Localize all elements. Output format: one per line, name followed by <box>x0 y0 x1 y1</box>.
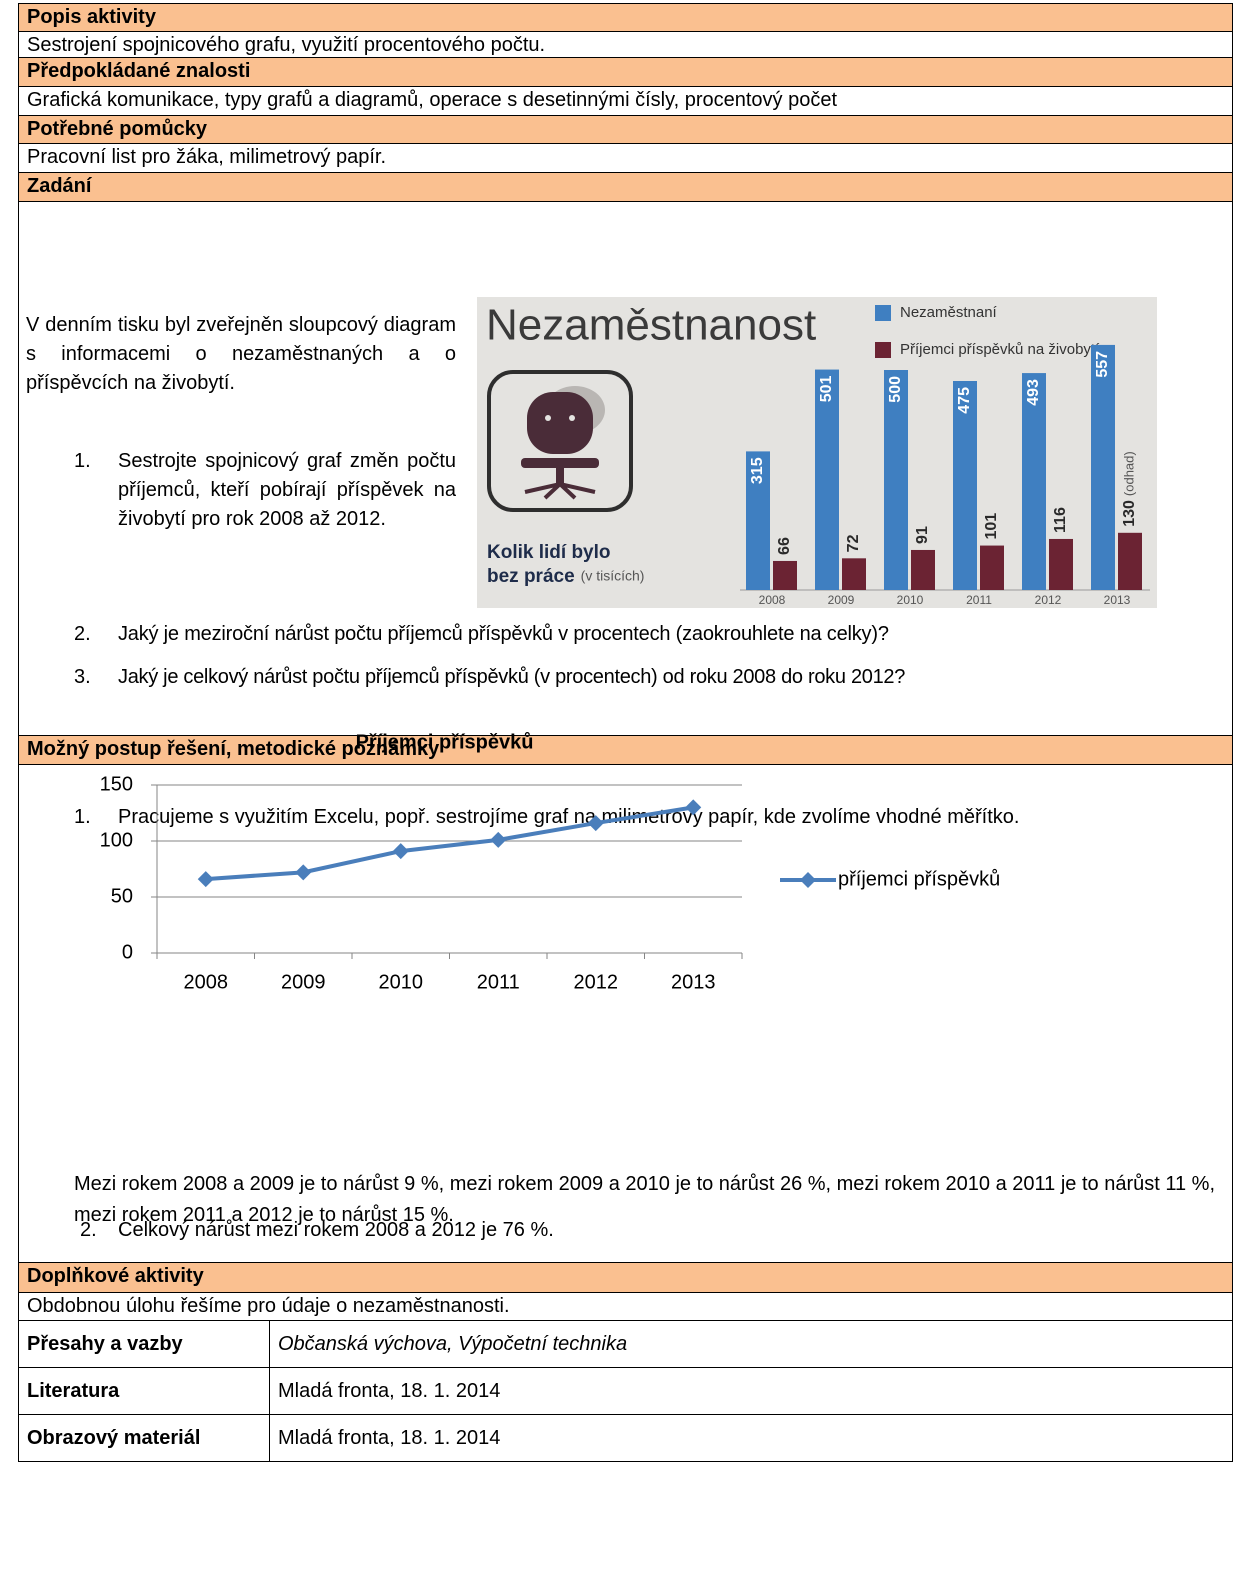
charts-layer: Nezaměstnanost Nezaměstnaní Příjemci přísp… <box>0 0 1233 1587</box>
value-label: 500 <box>887 376 904 403</box>
value-label: 130 <box>1121 500 1138 527</box>
point-marker <box>490 832 506 848</box>
bar <box>1118 533 1142 590</box>
category-label: 2011 <box>966 593 992 607</box>
chart-title: Příjemci příspěvků <box>356 731 534 753</box>
x-tick-label: 2013 <box>671 971 716 993</box>
value-label: 72 <box>845 534 862 552</box>
value-label: 315 <box>749 457 766 484</box>
icon-chair-stem <box>556 468 564 484</box>
legend-label: Příjemci příspěvků na živobytí <box>900 341 1100 358</box>
clipping-subtitle: Kolik lidí bylo <box>487 542 611 563</box>
category-label: 2012 <box>1035 593 1062 607</box>
bar <box>1049 539 1073 590</box>
bar <box>911 550 935 590</box>
y-tick-label: 0 <box>122 941 133 963</box>
point-marker <box>295 864 311 880</box>
icon-dot <box>545 415 551 421</box>
category-label: 2013 <box>1104 593 1131 607</box>
value-label: 557 <box>1094 351 1111 378</box>
point-marker <box>393 843 409 859</box>
clipping-subtitle: bez práce <box>487 566 575 587</box>
x-tick-label: 2009 <box>281 971 326 993</box>
value-label: 91 <box>914 526 931 544</box>
y-tick-label: 150 <box>100 773 133 795</box>
bar <box>773 561 797 590</box>
page: Popis aktivity Sestrojení spojnicového g… <box>0 0 1233 1587</box>
y-tick-label: 50 <box>111 885 133 907</box>
x-tick-label: 2011 <box>477 971 520 993</box>
value-label: 101 <box>983 513 1000 540</box>
icon-chair-seat <box>521 458 599 468</box>
annotation: (odhad) <box>1121 451 1136 496</box>
bar <box>842 558 866 590</box>
value-label: 493 <box>1025 379 1042 406</box>
point-marker <box>588 815 604 831</box>
x-tick-label: 2008 <box>184 971 229 993</box>
clipping-subtitle-note: (v tisících) <box>581 568 645 584</box>
x-tick-label: 2010 <box>379 971 424 993</box>
legend-swatch <box>875 305 891 321</box>
x-tick-label: 2012 <box>574 971 619 993</box>
category-label: 2009 <box>828 593 855 607</box>
value-label: 66 <box>776 537 793 555</box>
point-marker <box>685 799 701 815</box>
icon-dot <box>569 415 575 421</box>
legend-label: Nezaměstnaní <box>900 304 998 321</box>
legend-marker <box>800 872 816 888</box>
category-label: 2008 <box>759 593 786 607</box>
y-tick-label: 100 <box>100 829 133 851</box>
point-marker <box>198 871 214 887</box>
value-label: 475 <box>956 387 973 414</box>
clipping-title: Nezaměstnanost <box>486 301 816 350</box>
value-label: 501 <box>818 375 835 402</box>
bar <box>1091 345 1115 590</box>
bar <box>980 546 1004 590</box>
series-line <box>206 807 694 879</box>
icon-chair-back <box>527 392 593 454</box>
category-label: 2010 <box>897 593 924 607</box>
legend-swatch <box>875 342 891 358</box>
legend-label: příjemci příspěvků <box>838 868 1000 890</box>
value-label: 116 <box>1052 507 1069 533</box>
